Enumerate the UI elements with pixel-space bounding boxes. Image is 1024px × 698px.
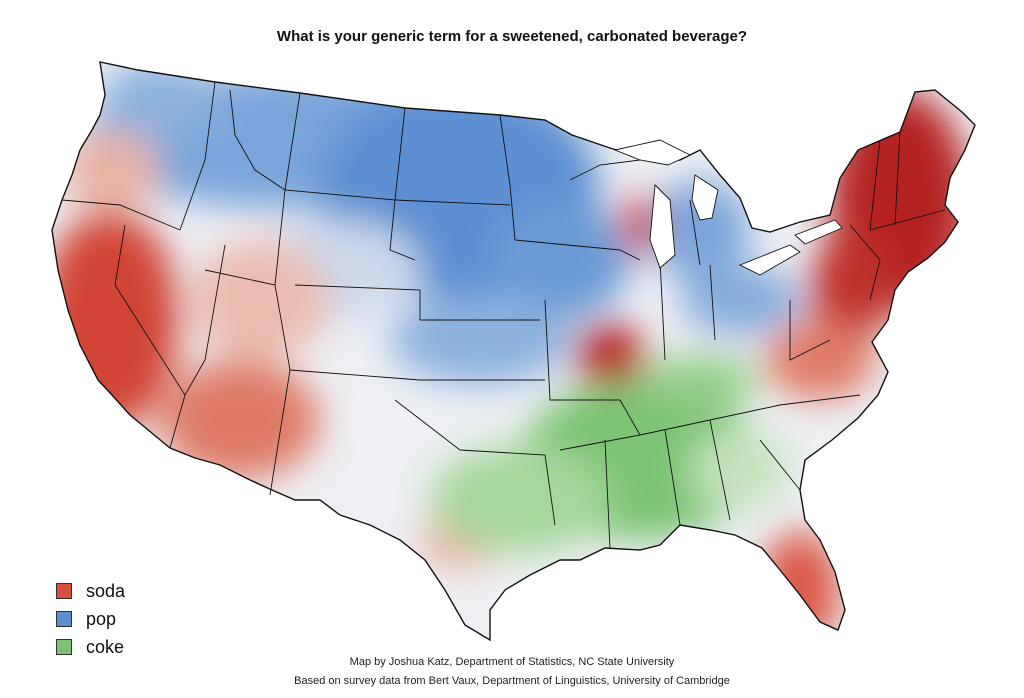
great-lakes [613,139,843,276]
credit-author: Map by Joshua Katz, Department of Statis… [349,656,675,668]
legend-label: pop [86,608,117,629]
legend-label: coke [86,636,125,657]
legend: soda pop coke [56,577,125,661]
legend-swatch-pop [56,611,72,627]
state-borders [51,61,976,641]
legend-label: soda [86,580,126,601]
legend-item-soda: soda [56,577,125,605]
map-fill-layer [52,62,975,640]
legend-item-pop: pop [56,605,125,633]
legend-swatch-soda [56,583,72,599]
legend-swatch-coke [56,639,72,655]
credit-source: Based on survey data from Bert Vaux, Dep… [294,675,730,687]
legend-item-coke: coke [56,633,125,661]
map-title: What is your generic term for a sweetene… [276,28,748,45]
